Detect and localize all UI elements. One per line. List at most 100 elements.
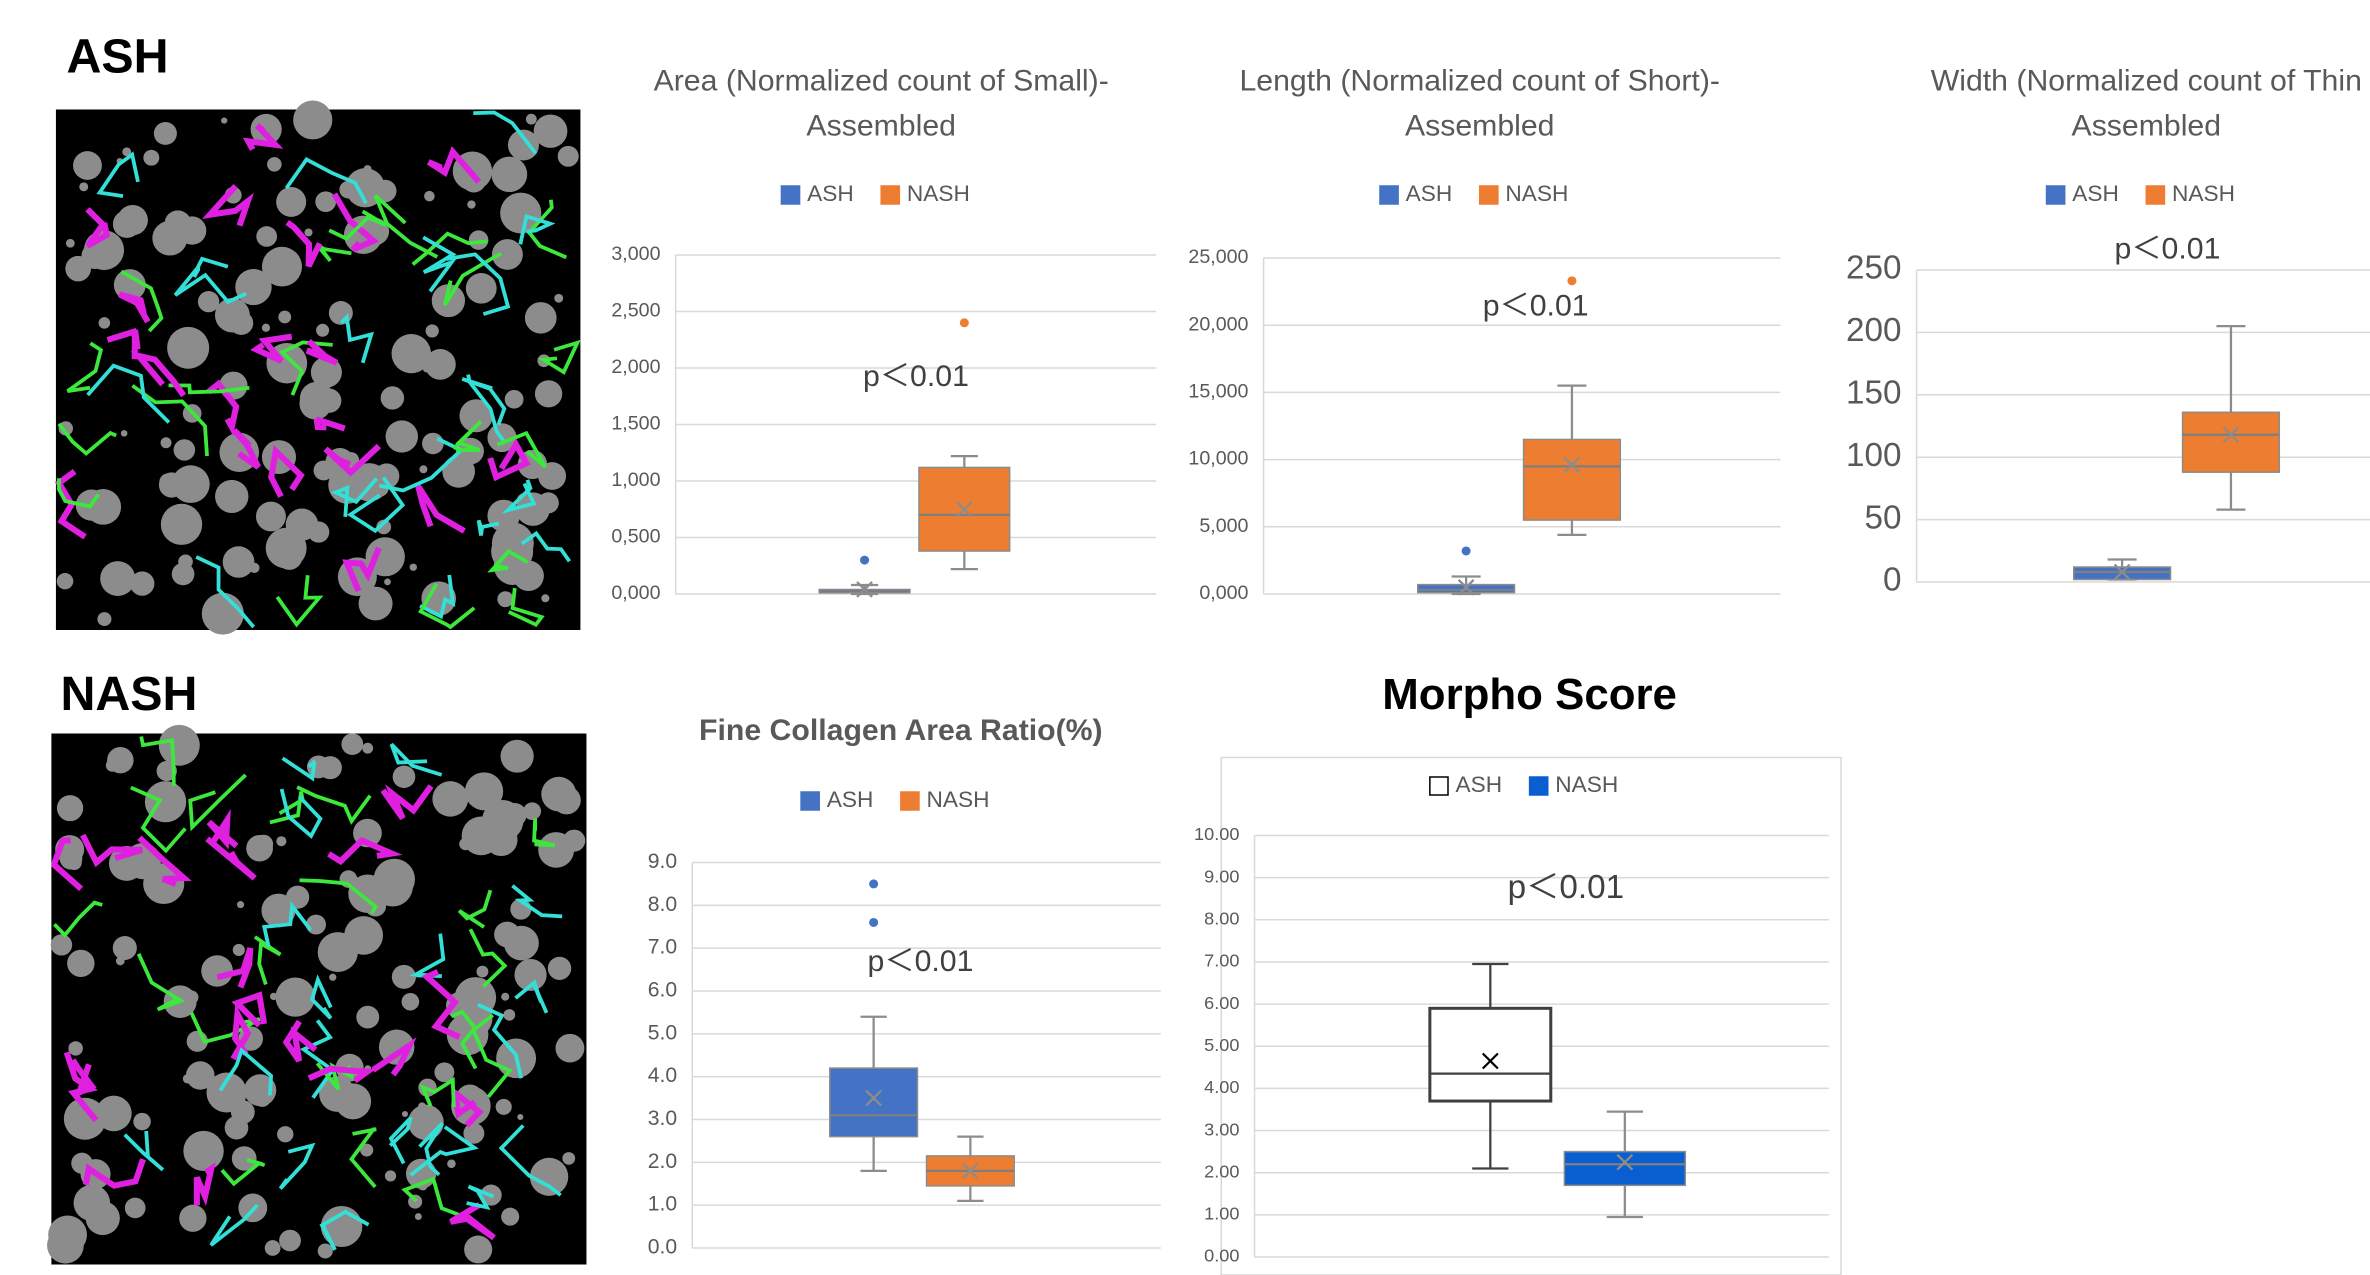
cell	[464, 1236, 492, 1264]
cell	[113, 936, 137, 960]
cell	[51, 934, 72, 955]
cell	[408, 1105, 444, 1140]
cell	[381, 386, 404, 409]
cell	[178, 555, 193, 569]
y-tick-label: 50	[1864, 499, 1901, 536]
cell	[402, 1111, 408, 1117]
cell	[276, 187, 306, 217]
y-tick-label: 0.00	[1204, 1246, 1239, 1266]
cell	[68, 1041, 83, 1055]
y-tick-label: 0	[1883, 562, 1901, 599]
y-tick-label: 1.00	[1204, 1204, 1239, 1224]
cell	[262, 247, 302, 287]
legend-label: NASH	[2172, 181, 2235, 206]
y-tick-label: 0,500	[611, 526, 660, 548]
cell	[202, 593, 244, 635]
cell	[67, 950, 94, 977]
annotation: p＜0.01	[1508, 869, 1624, 906]
outlier	[869, 879, 878, 888]
legend-label: ASH	[1456, 772, 1503, 797]
y-tick-label: 25,000	[1188, 246, 1248, 268]
cell	[262, 324, 270, 332]
cell	[57, 573, 74, 589]
legend-label: ASH	[827, 787, 874, 812]
legend-swatch	[1380, 186, 1398, 204]
chart-title: Assembled	[806, 110, 956, 143]
cell	[426, 324, 439, 337]
cell	[318, 1243, 333, 1258]
cell	[254, 835, 273, 854]
y-tick-label: 10.00	[1194, 824, 1239, 844]
page: ASH NASH Area (Normalized count of Small…	[0, 0, 2370, 1275]
cell	[143, 150, 159, 166]
y-tick-label: 150	[1846, 375, 1901, 412]
cell	[86, 1201, 120, 1235]
cell	[334, 1100, 343, 1109]
cell	[97, 612, 111, 626]
cell	[215, 480, 248, 513]
cell	[79, 182, 88, 191]
cell	[116, 957, 125, 966]
cell	[125, 1198, 146, 1219]
legend-label: NASH	[1505, 181, 1568, 206]
cell	[466, 273, 497, 304]
cell	[352, 937, 365, 950]
cell	[279, 1230, 301, 1252]
y-tick-label: 1,500	[611, 413, 660, 435]
cell	[278, 311, 291, 324]
y-tick-label: 0,000	[1199, 582, 1248, 604]
cell	[341, 733, 363, 755]
chart-title: Length (Normalized count of Short)-	[1240, 65, 1720, 98]
y-tick-label: 100	[1846, 437, 1901, 474]
cell	[159, 474, 176, 490]
cell	[415, 1213, 422, 1220]
chart-title: Area (Normalized count of Small)-	[654, 65, 1109, 98]
y-tick-label: 1,000	[611, 469, 660, 491]
cell	[558, 146, 579, 167]
cell	[100, 561, 135, 596]
cell	[359, 587, 393, 621]
cell	[66, 239, 75, 248]
cell	[504, 926, 539, 961]
cell	[501, 168, 518, 185]
cell	[276, 836, 286, 846]
cell	[501, 1208, 519, 1226]
cell	[513, 561, 544, 592]
image-label: ASH	[67, 30, 169, 84]
cell	[256, 226, 277, 247]
cell	[518, 543, 531, 556]
cell	[225, 1116, 249, 1139]
cell	[267, 157, 282, 171]
cell	[277, 1126, 293, 1142]
cell	[178, 216, 207, 244]
cell	[530, 1158, 568, 1196]
y-tick-label: 6.0	[648, 979, 677, 1002]
cell	[237, 901, 244, 908]
legend-swatch	[1530, 777, 1548, 795]
box	[830, 1068, 918, 1137]
y-tick-label: 10,000	[1188, 448, 1248, 470]
cell	[552, 786, 580, 814]
cell	[161, 437, 172, 448]
cell	[562, 1152, 575, 1165]
legend-swatch	[781, 186, 799, 204]
cell	[548, 957, 571, 980]
cell	[221, 117, 227, 123]
cell	[523, 802, 541, 820]
cell	[159, 725, 200, 766]
cell	[329, 974, 336, 981]
cell	[314, 460, 334, 480]
cell	[525, 302, 557, 333]
y-tick-label: 7.0	[648, 936, 677, 959]
outlier	[860, 556, 869, 565]
y-tick-label: 2,500	[611, 300, 660, 322]
cell	[133, 1113, 151, 1130]
cell	[172, 465, 210, 503]
y-tick-label: 15,000	[1188, 381, 1248, 403]
cell	[161, 504, 202, 545]
chart-title: Width (Normalized count of Thin	[1931, 65, 2362, 98]
cell	[503, 1009, 515, 1021]
cell	[154, 122, 177, 145]
legend-label: NASH	[1555, 772, 1618, 797]
cell	[496, 1099, 512, 1115]
